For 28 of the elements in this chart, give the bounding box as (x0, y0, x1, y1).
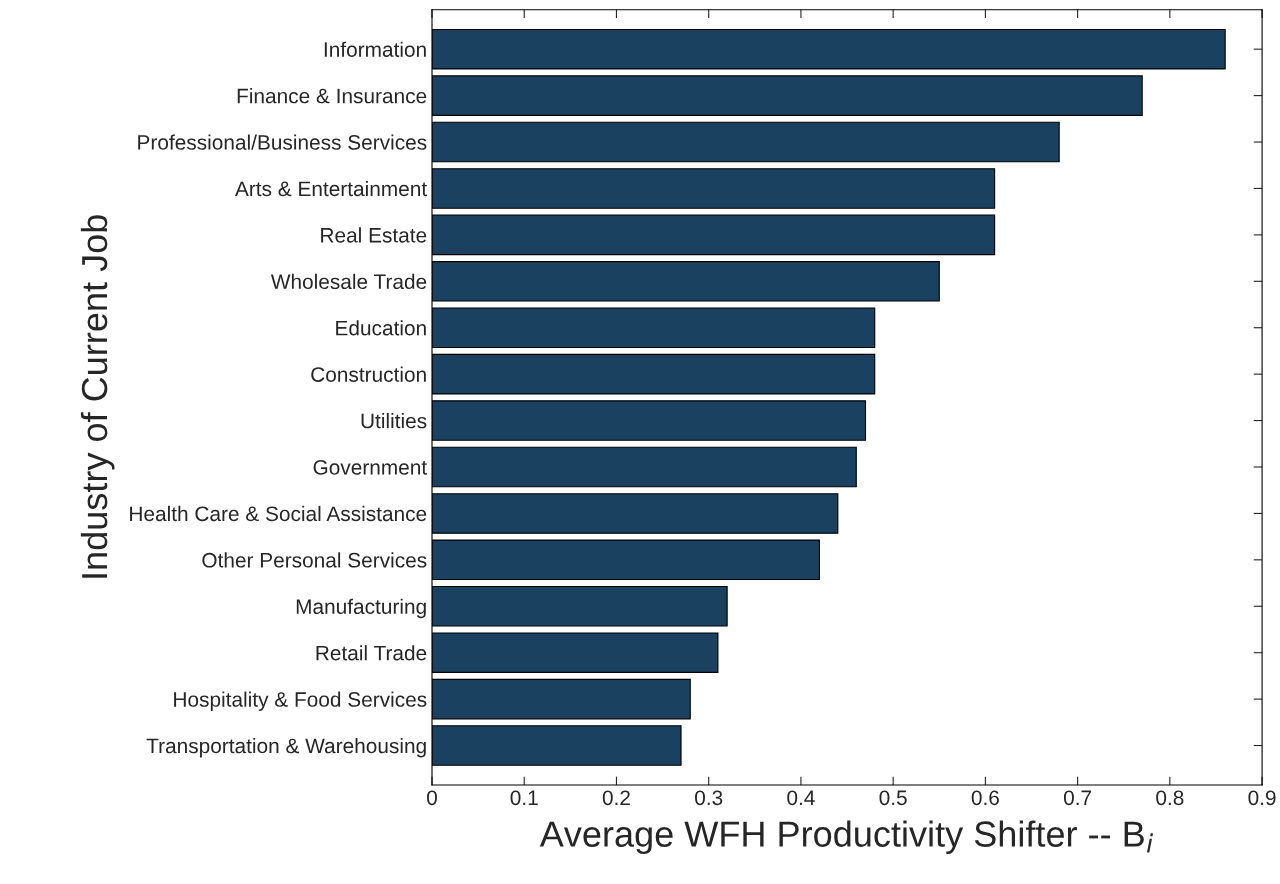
y-tick-label: Government (313, 459, 427, 475)
y-tick-label: Transportation & Warehousing (146, 737, 426, 758)
y-tick-label: Wholesale Trade (270, 273, 427, 290)
y-tick-label: Construction (311, 366, 426, 382)
y-tick-label: Finance & Insurance (237, 88, 427, 104)
x-tick-label: 0.8 (1156, 790, 1184, 806)
y-tick-label: Manufacturing (296, 598, 426, 619)
x-tick-label: 0.9 (1248, 790, 1276, 806)
y-tick-label: Other Personal Services (202, 552, 427, 568)
x-tick-label: 0 (427, 790, 437, 806)
x-tick-label: 0.7 (1063, 790, 1092, 806)
x-tick-label: 0.6 (971, 790, 999, 806)
y-tick-label: Professional/Business Services (138, 134, 427, 150)
y-tick-label: Arts & Entertainment (234, 180, 427, 197)
y-axis-title: Industry of Current Job (80, 215, 115, 578)
x-tick-label: 0.4 (787, 790, 815, 806)
y-tick-label: Retail Trade (316, 645, 427, 661)
x-tick-label: 0.5 (879, 790, 907, 806)
x-tick-label: 0.3 (695, 790, 723, 806)
y-tick-label: Utilities (361, 413, 427, 429)
x-axis-title: Average WFH Productivity Shifter -- B$_{i}$ (539, 820, 1153, 855)
y-tick-label: Education (336, 320, 426, 336)
y-tick-label: Hospitality & Food Services (174, 691, 427, 711)
y-tick-label: Health Care & Social Assistance (130, 505, 427, 522)
x-tick-label: 0.1 (510, 790, 538, 806)
y-tick-label: Real Estate (321, 227, 427, 243)
x-tick-label: 0.2 (602, 790, 630, 806)
y-tick-label: Information (324, 41, 426, 57)
